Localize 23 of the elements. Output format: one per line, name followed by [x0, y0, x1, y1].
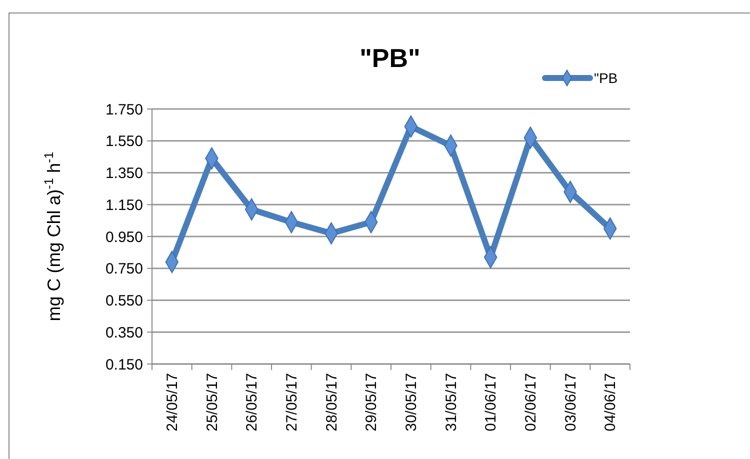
x-tick-label: 04/06/17	[602, 373, 620, 432]
y-tick-label: 1.350	[105, 165, 143, 182]
y-tick-label: 0.950	[105, 228, 143, 246]
x-tick-label: 03/06/17	[562, 373, 580, 432]
y-tick-label: 0.550	[105, 292, 143, 310]
x-tick-label: 30/05/17	[402, 373, 420, 432]
y-tick-label: 1.750	[105, 101, 143, 118]
x-tick-label: 27/05/17	[283, 373, 300, 432]
x-tick-label: 28/05/17	[323, 373, 340, 432]
y-tick-label: 0.350	[105, 324, 143, 342]
x-tick-label: 02/06/17	[522, 373, 540, 432]
x-tick-label: 31/05/17	[442, 373, 460, 432]
chart-title: "PB"	[360, 43, 420, 73]
legend-label: "PB	[594, 70, 618, 86]
y-tick-label: 0.150	[105, 356, 143, 374]
y-tick-label: 0.750	[105, 260, 143, 278]
x-tick-label: 29/05/17	[363, 373, 380, 432]
x-tick-label: 26/05/17	[244, 373, 261, 432]
y-tick-label: 1.550	[105, 133, 143, 150]
y-tick-label: 1.150	[105, 196, 143, 214]
x-tick-label: 25/05/17	[204, 373, 221, 432]
x-tick-label: 01/06/17	[482, 373, 500, 432]
x-tick-label: 24/05/17	[164, 373, 181, 432]
